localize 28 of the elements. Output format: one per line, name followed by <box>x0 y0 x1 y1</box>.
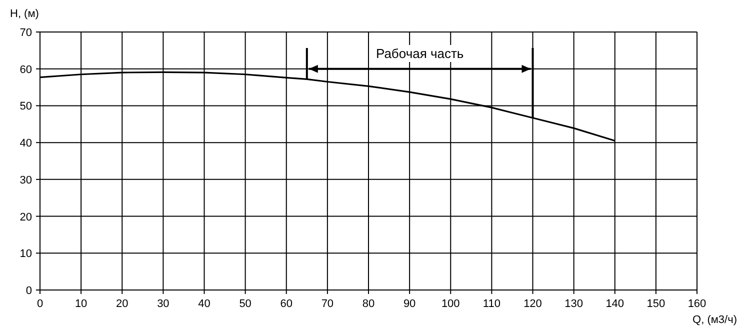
x-tick-label: 20 <box>116 298 128 310</box>
x-tick-label: 80 <box>362 298 375 310</box>
y-tick-label: 10 <box>20 248 32 260</box>
x-tick-label: 130 <box>564 298 583 310</box>
y-tick-label: 20 <box>20 211 32 224</box>
x-tick-label: 30 <box>157 298 170 310</box>
y-tick-label: 60 <box>20 64 32 76</box>
y-tick-label: 40 <box>20 138 32 150</box>
x-tick-label: 160 <box>688 298 706 310</box>
y-tick-label: 50 <box>20 100 32 113</box>
y-axis-title: H, (м) <box>10 8 39 20</box>
y-tick-label: 70 <box>20 27 32 39</box>
x-tick-label: 0 <box>36 298 44 310</box>
x-tick-label: 50 <box>239 298 252 310</box>
x-tick-label: 110 <box>482 298 500 310</box>
x-tick-label: 100 <box>441 298 460 310</box>
x-tick-label: 70 <box>321 298 334 310</box>
x-tick-label: 60 <box>280 298 292 310</box>
y-tick-label: 0 <box>26 285 32 297</box>
y-tick-label: 30 <box>20 174 32 186</box>
x-tick-label: 150 <box>646 298 666 310</box>
x-axis-title: Q, (м3/ч) <box>692 314 737 326</box>
x-tick-label: 140 <box>606 298 624 310</box>
x-tick-label: 10 <box>74 298 88 310</box>
x-tick-label: 40 <box>198 298 210 310</box>
x-tick-label: 90 <box>403 298 416 310</box>
x-tick-label: 120 <box>524 298 542 310</box>
annotation: Рабочая часть <box>376 46 464 61</box>
